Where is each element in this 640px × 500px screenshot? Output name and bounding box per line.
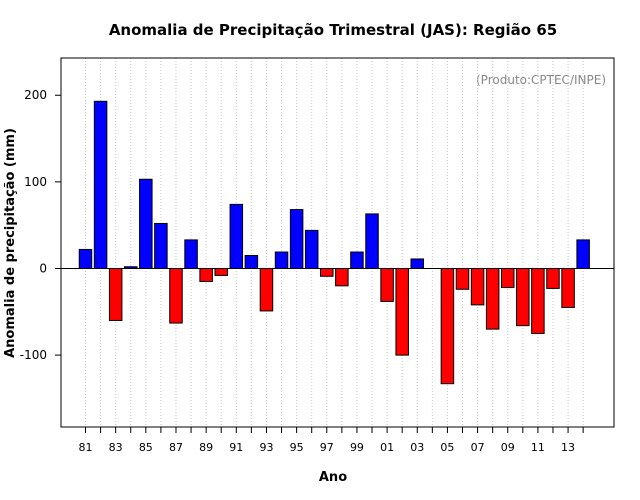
x-tick-label: 83 xyxy=(109,441,123,454)
bar xyxy=(395,267,409,356)
y-axis-title: Anomalia de precipitação (mm) xyxy=(3,128,18,358)
bar xyxy=(561,267,575,308)
x-tick-label: 99 xyxy=(350,441,364,454)
x-tick-label: 93 xyxy=(259,441,273,454)
x-tick-label: 91 xyxy=(229,441,243,454)
bar xyxy=(320,267,334,277)
bar xyxy=(78,248,93,269)
bar xyxy=(244,254,259,269)
bar xyxy=(214,267,228,276)
x-tick-label: 07 xyxy=(471,441,485,454)
bar xyxy=(440,267,455,385)
bar xyxy=(108,267,123,321)
bar xyxy=(169,267,183,324)
x-tick-label: 97 xyxy=(320,441,334,454)
bar xyxy=(365,213,379,269)
bar xyxy=(259,267,274,312)
bar xyxy=(289,209,304,269)
bar xyxy=(93,100,108,269)
bar xyxy=(470,267,485,306)
bar xyxy=(350,251,364,269)
bar xyxy=(304,229,319,269)
chart-title: Anomalia de Precipitação Trimestral (JAS… xyxy=(109,21,557,39)
x-tick-label: 03 xyxy=(410,441,424,454)
x-tick-label: 01 xyxy=(380,441,394,454)
bar xyxy=(516,267,530,327)
x-tick-label: 81 xyxy=(79,441,93,454)
x-tick-label: 05 xyxy=(440,441,454,454)
x-tick-label: 95 xyxy=(290,441,304,454)
bar xyxy=(229,203,244,269)
bar xyxy=(531,267,545,334)
bar xyxy=(274,251,289,269)
bar xyxy=(380,267,394,302)
x-tick-label: 87 xyxy=(169,441,183,454)
y-tick-label: 200 xyxy=(24,88,47,102)
credit-label: (Produto:CPTEC/INPE) xyxy=(476,73,606,87)
bar xyxy=(485,267,500,330)
bar xyxy=(500,267,515,289)
bar xyxy=(335,267,349,287)
x-tick-label: 13 xyxy=(561,441,575,454)
bar xyxy=(139,178,153,269)
bar xyxy=(455,267,470,290)
x-tick-label: 09 xyxy=(501,441,515,454)
y-tick-label: 100 xyxy=(24,175,47,189)
x-axis-title: Ano xyxy=(319,470,347,485)
y-tick-label: 0 xyxy=(39,261,47,275)
plot-frame xyxy=(60,57,615,428)
y-tick-label: -100 xyxy=(20,348,47,362)
bar xyxy=(154,222,168,269)
bar xyxy=(576,239,590,269)
bar xyxy=(184,239,198,269)
x-tick-label: 11 xyxy=(531,441,545,454)
bar xyxy=(410,258,425,269)
bar xyxy=(546,267,560,289)
x-tick-label: 89 xyxy=(199,441,213,454)
x-tick-label: 85 xyxy=(139,441,153,454)
bar xyxy=(199,267,213,282)
